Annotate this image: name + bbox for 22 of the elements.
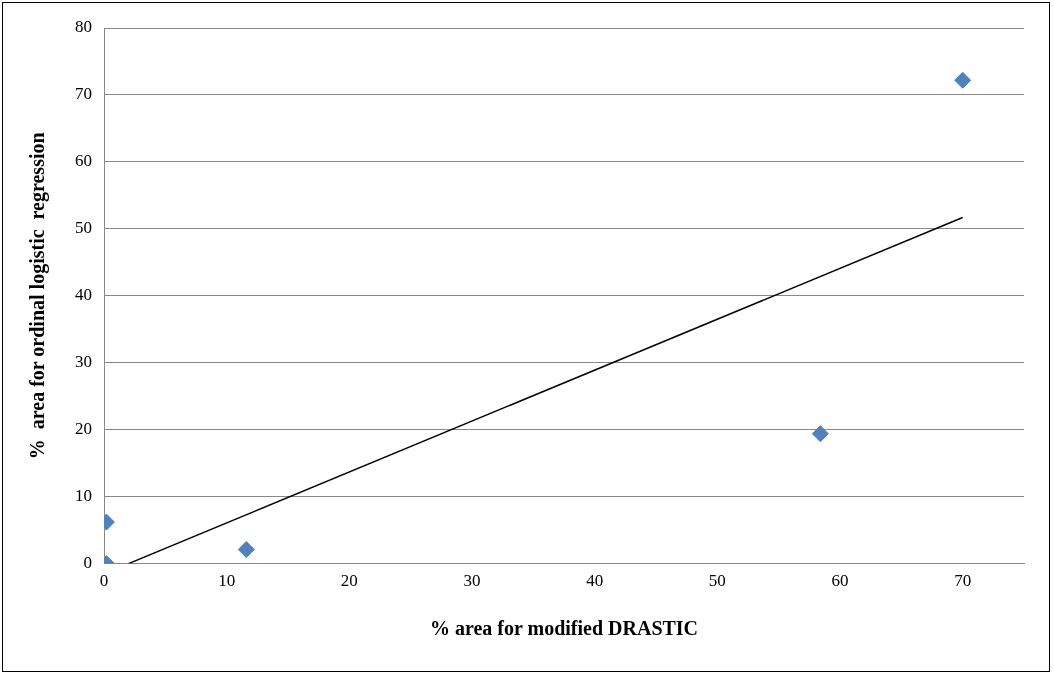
x-tick-label: 30 — [463, 571, 481, 591]
point — [811, 425, 829, 443]
point — [954, 71, 972, 89]
y-tick-label: 0 — [83, 553, 92, 573]
y-tick-label: 80 — [75, 17, 92, 37]
x-tick-label: 50 — [708, 571, 726, 591]
y-tick-label: 40 — [75, 285, 92, 305]
x-tick-label: 0 — [99, 571, 109, 591]
y-tick-label: 30 — [75, 352, 92, 372]
y-tick-label: 60 — [75, 151, 92, 171]
x-axis-title: % area for modified DRASTIC — [429, 617, 699, 640]
y-tick-label: 10 — [75, 486, 92, 506]
x-tick-label: 10 — [218, 571, 236, 591]
y-axis-title: % area for ordinal logistic regression — [26, 132, 50, 460]
x-tick-label: 70 — [954, 571, 972, 591]
x-tick-label: 60 — [831, 571, 849, 591]
x-tick-label: 20 — [340, 571, 358, 591]
y-tick-label: 20 — [75, 419, 92, 439]
y-tick-label: 50 — [75, 218, 92, 238]
y-tick-label: 70 — [75, 84, 92, 104]
point — [237, 541, 255, 559]
x-tick-label: 40 — [586, 571, 604, 591]
